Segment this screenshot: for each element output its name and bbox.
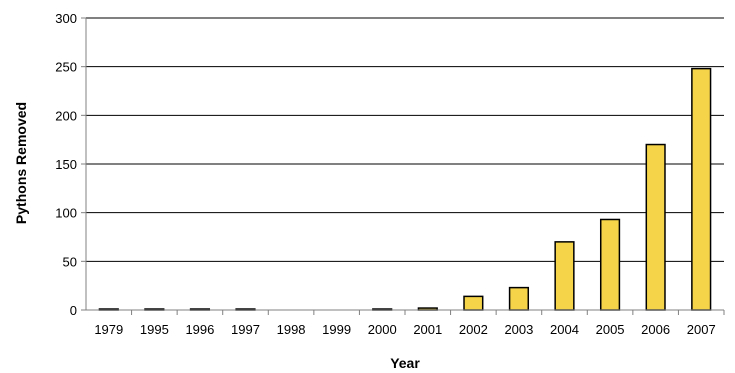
x-tick-label-1979: 1979 bbox=[94, 322, 123, 337]
bar-2004 bbox=[554, 241, 575, 311]
x-tick-label-1999: 1999 bbox=[322, 322, 351, 337]
gridlines bbox=[86, 17, 724, 262]
y-tick-label-250: 250 bbox=[55, 60, 77, 75]
bar-2002 bbox=[463, 295, 484, 311]
y-tick-labels: 0 50 100 150 200 250 300 bbox=[55, 11, 77, 318]
x-axis-title: Year bbox=[390, 355, 420, 371]
x-tick-label-2003: 2003 bbox=[504, 322, 533, 337]
y-axis-title: Pythons Removed bbox=[13, 102, 29, 224]
x-tick-label-1996: 1996 bbox=[185, 322, 214, 337]
bar-2005 bbox=[599, 218, 621, 311]
y-tick-label-200: 200 bbox=[55, 108, 77, 123]
x-tick-label-2005: 2005 bbox=[596, 322, 625, 337]
bar-2006 bbox=[645, 143, 666, 311]
y-tick-label-100: 100 bbox=[55, 206, 77, 221]
axes bbox=[81, 17, 725, 315]
x-tick-label-2006: 2006 bbox=[641, 322, 670, 337]
x-tick-label-2004: 2004 bbox=[550, 322, 579, 337]
x-tick-label-2001: 2001 bbox=[413, 322, 442, 337]
x-tick-label-2002: 2002 bbox=[459, 322, 488, 337]
y-tick-label-150: 150 bbox=[55, 157, 77, 172]
y-tick-label-300: 300 bbox=[55, 11, 77, 26]
bar-2003 bbox=[508, 286, 530, 311]
x-tick-label-1997: 1997 bbox=[231, 322, 260, 337]
bars bbox=[98, 67, 712, 311]
y-tick-label-0: 0 bbox=[70, 303, 77, 318]
x-tick-label-2007: 2007 bbox=[687, 322, 716, 337]
x-tick-labels: 1979 1995 1996 1997 1998 1999 2000 2001 2002 2003… bbox=[94, 322, 715, 337]
y-tick-label-50: 50 bbox=[63, 254, 77, 269]
x-tick-label-1995: 1995 bbox=[140, 322, 169, 337]
bar-2007 bbox=[691, 67, 712, 311]
x-tick-label-1998: 1998 bbox=[277, 322, 306, 337]
x-tick-label-2000: 2000 bbox=[368, 322, 397, 337]
